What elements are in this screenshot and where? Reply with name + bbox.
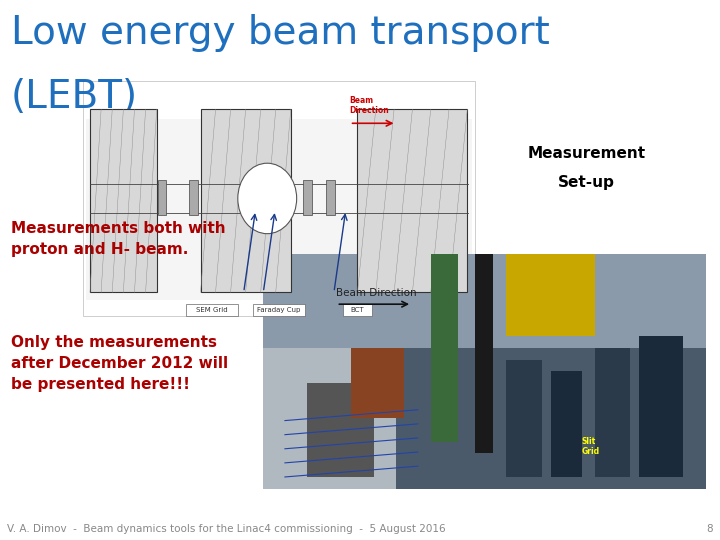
Text: Low energy beam transport: Low energy beam transport: [11, 14, 549, 51]
Bar: [189, 180, 198, 215]
Bar: [263, 254, 706, 348]
Bar: [358, 109, 467, 293]
Bar: [506, 254, 595, 336]
Bar: [186, 304, 238, 316]
Text: Beam
Direction: Beam Direction: [350, 96, 390, 115]
Text: (LEBT): (LEBT): [11, 78, 138, 116]
Text: Only the measurements
after December 2012 will
be presented here!!!: Only the measurements after December 201…: [11, 335, 228, 392]
Bar: [263, 254, 706, 489]
Text: Measurements both with
proton and H- beam.: Measurements both with proton and H- bea…: [11, 221, 225, 258]
Bar: [639, 336, 683, 477]
Bar: [200, 109, 291, 293]
Bar: [90, 109, 157, 293]
Text: V. A. Dimov  -  Beam dynamics tools for the Linac4 commissioning  -  5 August 20: V. A. Dimov - Beam dynamics tools for th…: [7, 523, 446, 534]
Bar: [253, 304, 305, 316]
Bar: [431, 254, 458, 442]
Bar: [506, 360, 541, 477]
Bar: [475, 254, 493, 454]
Bar: [303, 180, 312, 215]
Text: Set-up: Set-up: [559, 175, 615, 190]
Text: 8: 8: [706, 523, 713, 534]
Bar: [86, 119, 472, 300]
Bar: [263, 254, 396, 489]
Bar: [326, 180, 335, 215]
Bar: [307, 383, 374, 477]
Bar: [595, 348, 630, 477]
Text: BCT: BCT: [351, 307, 364, 313]
Text: Grid: Grid: [582, 447, 600, 456]
Text: SEM Grid: SEM Grid: [197, 307, 228, 313]
Bar: [158, 180, 166, 215]
Ellipse shape: [238, 163, 297, 234]
Bar: [351, 348, 405, 418]
Text: Faraday Cup: Faraday Cup: [257, 307, 301, 313]
Text: Slit: Slit: [582, 436, 596, 446]
Bar: [551, 372, 582, 477]
Text: Beam Direction: Beam Direction: [336, 288, 417, 299]
Bar: [343, 304, 372, 316]
Bar: [83, 81, 475, 316]
Text: Measurement: Measurement: [528, 146, 646, 161]
